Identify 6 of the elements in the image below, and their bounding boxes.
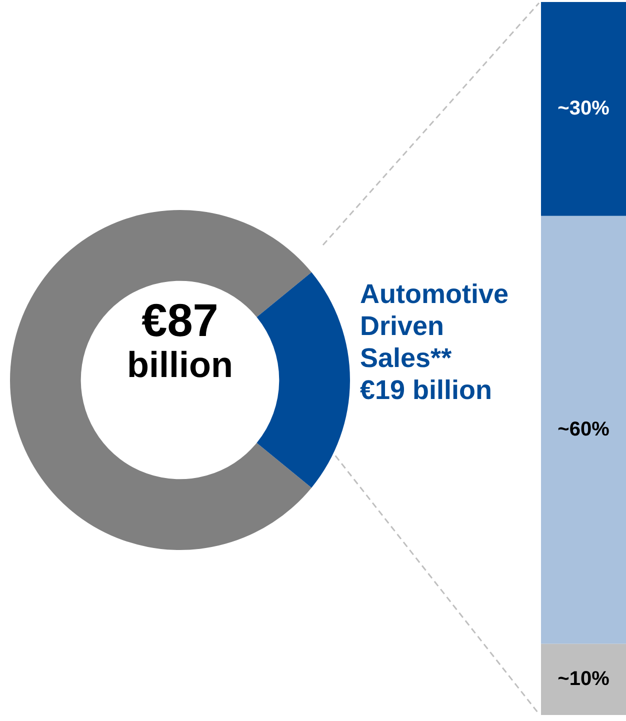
data-label: ~10% (558, 668, 610, 690)
data-label: €19 billion (360, 374, 494, 406)
data-label: ~30% (558, 97, 610, 120)
data-label: ~60% (558, 418, 610, 440)
slice-label: Automotive Driven Sales** (360, 278, 510, 374)
text: €87 billion (126, 294, 234, 385)
